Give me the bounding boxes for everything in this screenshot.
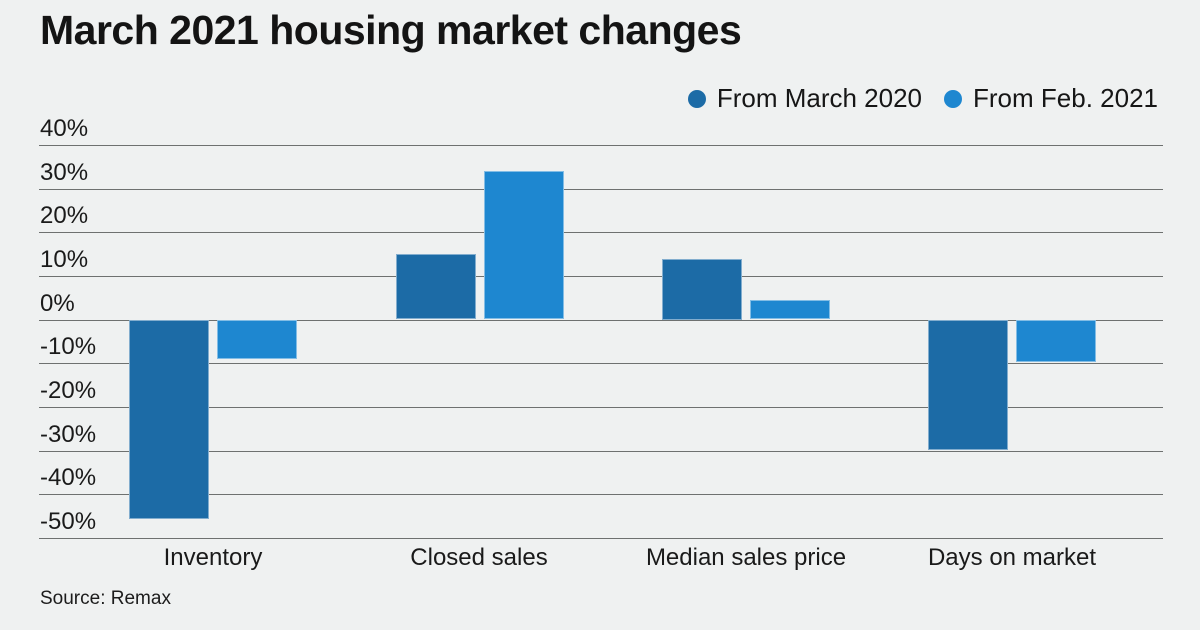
legend-item-from-march-2020: From March 2020 xyxy=(687,83,923,114)
x-axis-label-inventory: Inventory xyxy=(163,544,263,571)
x-axis-label-days-on-market: Days on market xyxy=(927,544,1097,571)
gridline--10 xyxy=(39,363,1163,364)
bar-median-sales-price-from-feb-2021 xyxy=(750,300,830,319)
gridline--50 xyxy=(39,538,1163,539)
gridline-0 xyxy=(39,320,1163,321)
gridline-30 xyxy=(39,189,1163,190)
y-tick-label-10: 10% xyxy=(40,246,89,273)
legend-dot-icon xyxy=(687,89,706,108)
bar-closed-sales-from-march-2020 xyxy=(396,254,476,319)
y-tick-label--30: -30% xyxy=(40,420,97,448)
y-tick-label-20: 20% xyxy=(40,202,89,230)
legend-label: From March 2020 xyxy=(716,83,923,113)
bar-inventory-from-feb-2021 xyxy=(217,320,297,359)
bar-days-on-market-from-feb-2021 xyxy=(1016,320,1096,362)
x-axis-label-closed-sales: Closed sales xyxy=(410,544,548,571)
bar-closed-sales-from-feb-2021 xyxy=(484,171,564,319)
gridline--20 xyxy=(39,407,1163,408)
source-note: Source: Remax xyxy=(40,588,171,609)
y-tick-label--50: -50% xyxy=(40,508,97,535)
chart-title: March 2021 housing market changes xyxy=(40,7,742,53)
plot-area: 40% 30% 20% 10% 0% -10% -20% -30% -40% -50% Invent… xyxy=(39,117,1163,571)
legend-item-from-feb-2021: From Feb. 2021 xyxy=(944,83,1158,114)
bar-inventory-from-march-2020 xyxy=(129,320,209,519)
gridline--30 xyxy=(39,451,1163,452)
y-tick-label-0: 0% xyxy=(40,289,75,317)
y-tick-label-30: 30% xyxy=(40,158,89,186)
gridline-40 xyxy=(39,145,1163,146)
y-tick-label--40: -40% xyxy=(40,464,97,492)
legend-label: From Feb. 2021 xyxy=(973,83,1158,113)
x-axis-label-median-sales-price: Median sales price xyxy=(645,544,847,571)
bar-days-on-market-from-march-2020 xyxy=(928,320,1008,450)
y-tick-label--20: -20% xyxy=(40,377,97,404)
gridline-20 xyxy=(39,232,1163,233)
bar-median-sales-price-from-march-2020 xyxy=(662,259,742,320)
y-tick-label-40: 40% xyxy=(40,115,89,142)
y-tick-label--10: -10% xyxy=(40,333,97,361)
gridline--40 xyxy=(39,494,1163,495)
legend-dot-icon xyxy=(944,89,963,108)
legend: From March 2020 From Feb. 2021 xyxy=(687,83,1158,114)
gridline-10 xyxy=(39,276,1163,277)
